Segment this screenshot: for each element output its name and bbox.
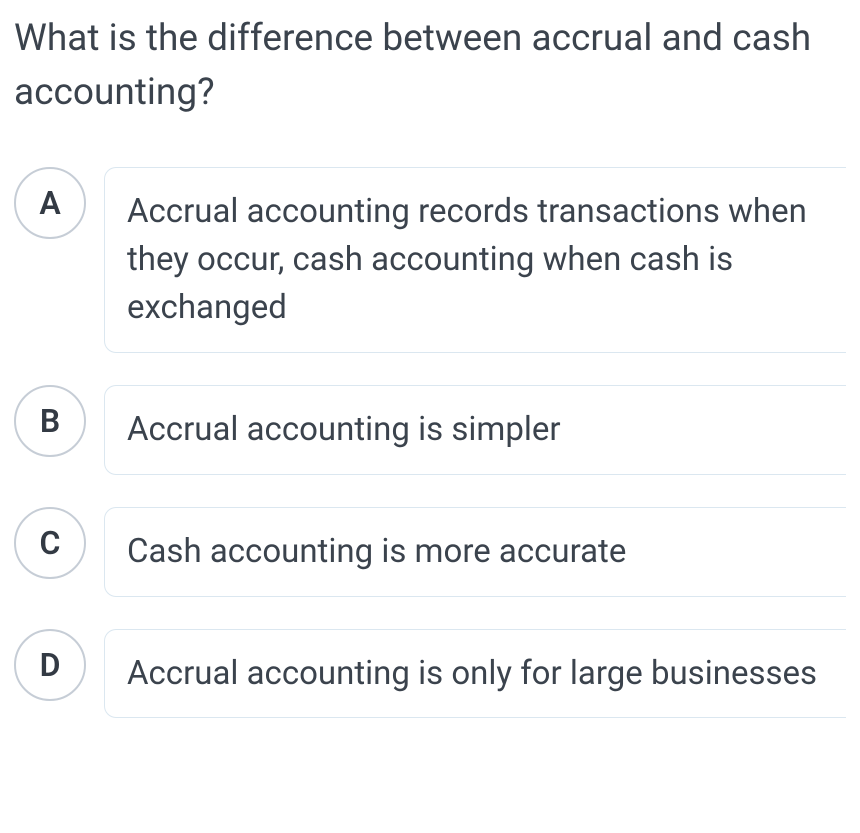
option-c[interactable]: C Cash accounting is more accurate (14, 507, 846, 597)
option-text: Cash accounting is more accurate (104, 507, 846, 597)
option-text: Accrual accounting is only for large bus… (104, 629, 846, 719)
option-text: Accrual accounting is simpler (104, 385, 846, 475)
option-d[interactable]: D Accrual accounting is only for large b… (14, 629, 846, 719)
option-letter: C (14, 507, 86, 579)
quiz-container: What is the difference between accrual a… (0, 0, 860, 718)
option-a[interactable]: A Accrual accounting records transaction… (14, 167, 846, 353)
option-letter: D (14, 629, 86, 701)
option-letter: A (14, 167, 86, 239)
options-list: A Accrual accounting records transaction… (14, 167, 846, 718)
question-text: What is the difference between accrual a… (14, 12, 846, 119)
option-b[interactable]: B Accrual accounting is simpler (14, 385, 846, 475)
option-text: Accrual accounting records transactions … (104, 167, 846, 353)
option-letter: B (14, 385, 86, 457)
